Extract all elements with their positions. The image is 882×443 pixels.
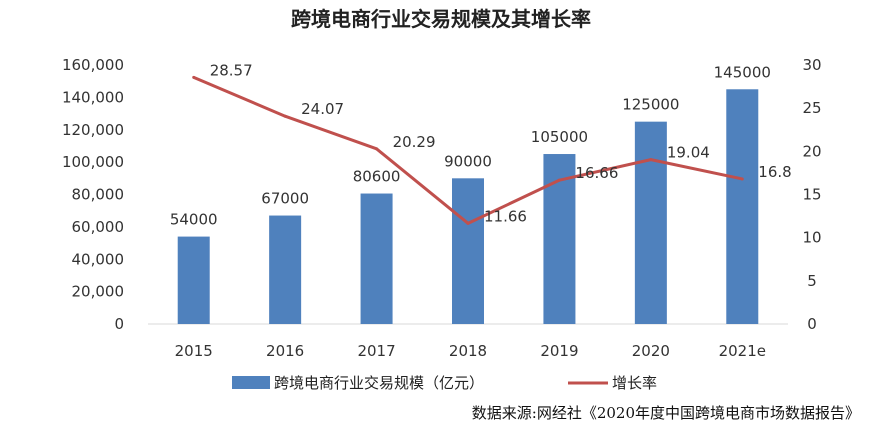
x-tick-label: 2021e (719, 342, 766, 360)
right-tick-label: 15 (802, 186, 821, 204)
legend-line-label: 增长率 (612, 374, 657, 392)
left-tick-label: 40,000 (72, 250, 125, 268)
bar-series: 54000 67000 80600 90000 105000 125000 145000 (170, 63, 771, 324)
line-value-label: 24.07 (301, 100, 344, 118)
line-value-label: 16.8 (758, 163, 791, 181)
line-point (375, 147, 379, 151)
legend-bar-swatch (232, 376, 270, 389)
bar (452, 178, 484, 324)
line-value-label: 11.66 (484, 207, 527, 225)
x-tick-label: 2019 (540, 342, 578, 360)
bar-value-label: 145000 (714, 63, 771, 81)
x-axis: 2015 2016 2017 2018 2019 2020 2021e (148, 323, 788, 360)
bar (360, 193, 393, 324)
right-tick-label: 20 (802, 142, 821, 160)
left-tick-label: 120,000 (62, 121, 124, 139)
source-note: 数据来源:网经社《2020年度中国跨境电商市场数据报告》 (472, 404, 860, 422)
right-tick-label: 25 (802, 99, 821, 117)
x-tick-label: 2020 (632, 342, 670, 360)
line-series: 28.57 24.07 20.29 11.66 16.66 19.04 16.8 (192, 61, 792, 225)
left-tick-label: 0 (114, 315, 124, 333)
x-tick-label: 2015 (175, 342, 213, 360)
legend-bar-label: 跨境电商行业交易规模（亿元） (274, 374, 484, 392)
line-value-label: 16.66 (575, 164, 618, 182)
line-value-label: 19.04 (667, 144, 710, 162)
bar (634, 121, 667, 324)
x-tick-label: 2016 (266, 342, 304, 360)
right-tick-label: 5 (807, 272, 817, 290)
left-tick-label: 140,000 (62, 88, 124, 106)
x-tick-label: 2018 (449, 342, 487, 360)
line-point (557, 178, 561, 182)
bar (726, 89, 759, 324)
left-tick-label: 60,000 (72, 218, 125, 236)
left-tick-label: 160,000 (62, 56, 124, 74)
bar-value-label: 105000 (531, 128, 588, 146)
right-tick-label: 0 (807, 315, 817, 333)
x-tick-label: 2017 (357, 342, 395, 360)
line-point (283, 114, 287, 118)
legend: 跨境电商行业交易规模（亿元） 增长率 (232, 374, 657, 392)
left-tick-label: 80,000 (72, 186, 125, 204)
bar-value-label: 80600 (353, 168, 401, 186)
line-value-label: 28.57 (210, 61, 253, 79)
left-y-axis: 0 20,000 40,000 60,000 80,000 100,000 120,000 1… (62, 56, 124, 333)
bar (177, 236, 210, 324)
line-value-label: 20.29 (393, 133, 436, 151)
line-point (466, 221, 470, 225)
left-tick-label: 100,000 (62, 153, 124, 171)
bar-value-label: 54000 (170, 211, 218, 229)
bar-value-label: 67000 (261, 190, 309, 208)
left-tick-label: 20,000 (72, 283, 125, 301)
chart-title: 跨境电商行业交易规模及其增长率 (291, 7, 591, 31)
bar (543, 154, 576, 324)
bar-value-label: 125000 (622, 96, 679, 114)
line-point (740, 177, 744, 181)
bar-value-label: 90000 (444, 152, 492, 170)
right-tick-label: 30 (802, 56, 821, 74)
line-point (649, 158, 653, 162)
bar (269, 215, 302, 324)
right-y-axis: 0 5 10 15 20 25 30 (802, 56, 821, 333)
line-point (192, 75, 196, 79)
right-tick-label: 10 (802, 229, 821, 247)
